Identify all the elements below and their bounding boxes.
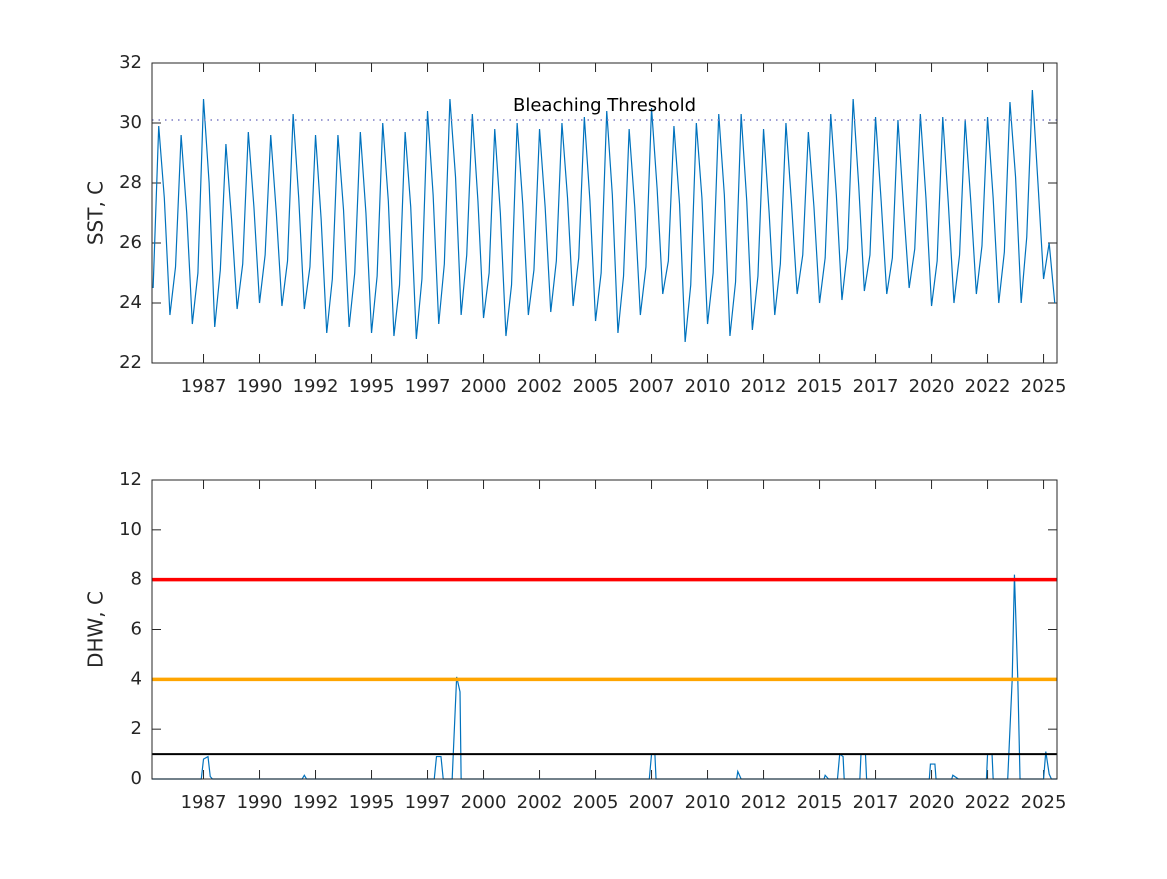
x-tick-label: 2012 — [741, 376, 787, 397]
x-tick-label: 2012 — [741, 792, 787, 813]
x-tick-label: 2017 — [853, 792, 899, 813]
y-tick-label: 0 — [131, 768, 142, 789]
x-tick-label: 2015 — [797, 376, 843, 397]
y-tick-label: 24 — [119, 292, 142, 313]
x-tick-label: 2010 — [685, 376, 731, 397]
x-tick-label: 1997 — [405, 792, 451, 813]
y-axis-title: SST, C — [84, 181, 108, 245]
x-tick-label: 2020 — [909, 792, 955, 813]
x-tick-label: 2020 — [909, 376, 955, 397]
x-tick-label: 2025 — [1021, 376, 1067, 397]
x-tick-label: 2000 — [461, 376, 507, 397]
x-tick-label: 2005 — [573, 792, 619, 813]
x-tick-label: 2005 — [573, 376, 619, 397]
data-line — [152, 89, 1056, 343]
y-axis-title: DHW, C — [84, 591, 108, 668]
y-tick-label: 10 — [119, 519, 142, 540]
x-tick-label: 2010 — [685, 792, 731, 813]
x-tick-label: 1987 — [181, 792, 227, 813]
x-tick-label: 1992 — [293, 376, 339, 397]
x-tick-label: 2017 — [853, 376, 899, 397]
x-tick-label: 2007 — [629, 376, 675, 397]
x-tick-label: 1995 — [349, 792, 395, 813]
x-tick-label: 2022 — [965, 792, 1011, 813]
x-tick-label: 2002 — [517, 792, 563, 813]
y-tick-label: 32 — [119, 52, 142, 73]
y-tick-label: 28 — [119, 172, 142, 193]
data-line — [152, 574, 1057, 780]
y-tick-label: 12 — [119, 469, 142, 490]
y-tick-label: 6 — [131, 619, 142, 640]
x-tick-label: 1987 — [181, 376, 227, 397]
x-tick-label: 2015 — [797, 792, 843, 813]
axes-box — [151, 479, 1058, 780]
x-tick-label: 2025 — [1021, 792, 1067, 813]
x-tick-label: 1990 — [237, 376, 283, 397]
y-tick-label: 4 — [131, 668, 142, 689]
y-tick-label: 26 — [119, 232, 142, 253]
x-tick-label: 2022 — [965, 376, 1011, 397]
y-tick-label: 2 — [131, 718, 142, 739]
x-tick-label: 1992 — [293, 792, 339, 813]
y-tick-label: 22 — [119, 352, 142, 373]
x-tick-label: 1995 — [349, 376, 395, 397]
x-tick-label: 1990 — [237, 792, 283, 813]
y-tick-label: 30 — [119, 112, 142, 133]
x-tick-label: 2002 — [517, 376, 563, 397]
x-tick-label: 2007 — [629, 792, 675, 813]
reference-label: Bleaching Threshold — [513, 95, 696, 116]
y-tick-label: 8 — [131, 569, 142, 590]
x-tick-label: 2000 — [461, 792, 507, 813]
x-tick-label: 1997 — [405, 376, 451, 397]
axes-box — [151, 62, 1058, 364]
